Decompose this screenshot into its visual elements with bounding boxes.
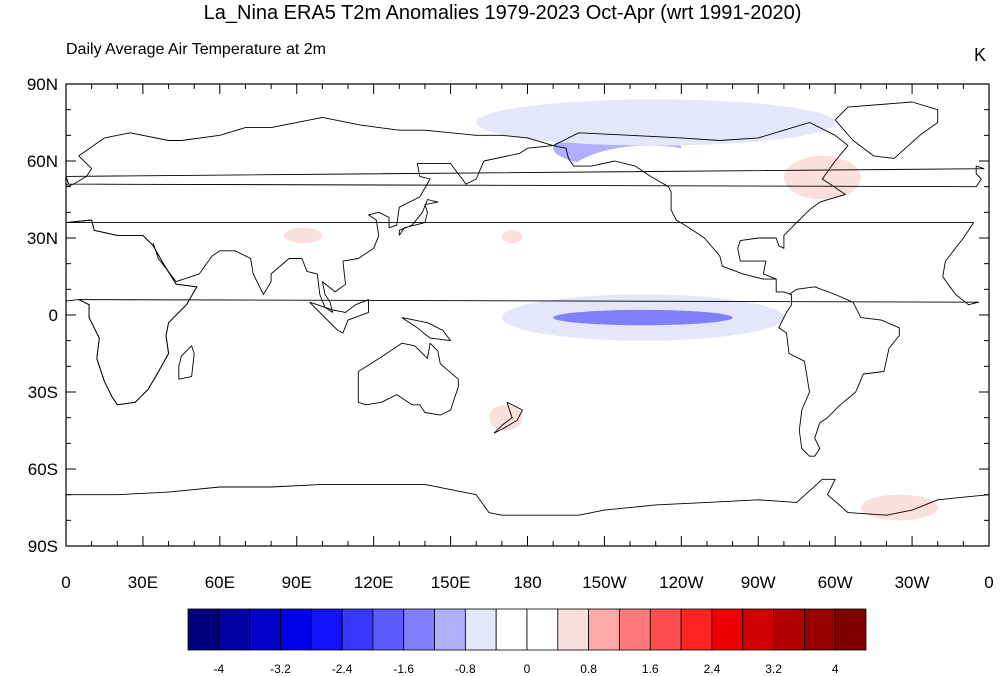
colorbar-box — [557, 608, 590, 651]
colorbar-box — [680, 608, 713, 651]
colorbar-box — [341, 608, 374, 651]
colorbar-box — [434, 608, 466, 651]
anomaly-region-central-asia — [219, 135, 374, 213]
map-title: La_Nina ERA5 T2m Anomalies 1979-2023 Oct… — [203, 2, 802, 24]
anomaly-region-australia — [360, 353, 438, 405]
coastline-europe-asia-north — [66, 116, 554, 188]
lat-tick-label: 60S — [28, 460, 58, 479]
colorbar-label: 2.4 — [704, 662, 721, 676]
units-label: K — [974, 45, 987, 65]
coastline-antarctica — [66, 478, 989, 516]
lat-tick-label: 60N — [27, 152, 58, 171]
lon-tick-label: 150W — [582, 573, 626, 592]
colorbar-box — [187, 608, 220, 651]
colorbar-labels: -4 -3.2 -2.4 -1.6 -0.8 0 0.8 1.6 2.4 3.2 4 — [213, 662, 838, 676]
lat-tick-label: 90S — [28, 537, 58, 556]
colorbar-box — [619, 608, 651, 651]
colorbar-box — [218, 608, 251, 651]
colorbar-box — [588, 608, 620, 651]
lon-tick-label: 90E — [282, 573, 312, 592]
lat-tick-label: 90N — [27, 75, 58, 94]
colorbar-label: -3.2 — [270, 662, 291, 676]
colorbar-box — [249, 608, 281, 651]
coastline-borneo-sumatra — [309, 299, 369, 334]
lat-tick-label: 30S — [28, 383, 58, 402]
coastline-new-guinea — [401, 317, 452, 342]
lon-tick-label: 0 — [61, 573, 70, 592]
colorbar-label: -4 — [213, 662, 224, 676]
colorbar-box — [464, 608, 497, 651]
colorbar-box — [403, 608, 435, 651]
colorbar-box — [280, 608, 312, 651]
colorbar-label: 0 — [524, 662, 531, 676]
lon-tick-label: 30E — [128, 573, 158, 592]
lon-tick-label: 150E — [431, 573, 471, 592]
colorbar-box — [495, 608, 528, 651]
anomaly-region-equatorial-pacific-core — [553, 309, 733, 326]
lat-tick-label: 0 — [49, 306, 58, 325]
colorbar-box — [773, 608, 805, 651]
anomaly-region-tibet — [283, 227, 323, 244]
colorbar-label: 1.6 — [642, 662, 659, 676]
lon-tick-label: 0 — [984, 573, 993, 592]
colorbar-box — [834, 608, 867, 651]
colorbar-box — [649, 608, 682, 651]
coastline-west-americas — [553, 145, 777, 280]
colorbar-label: -1.6 — [393, 662, 414, 676]
lon-tick-label: 120W — [659, 573, 703, 592]
lon-tick-label: 180 — [513, 573, 541, 592]
anomaly-region-arctic-north — [476, 99, 836, 146]
colorbar-box — [742, 608, 774, 651]
colorbar-box — [310, 608, 343, 651]
lon-tick-label: 60W — [818, 573, 853, 592]
anomaly-fill-layer — [104, 99, 938, 521]
colorbar-label: -2.4 — [332, 662, 353, 676]
coastline-arabia-india-asia-south — [152, 145, 554, 313]
lon-tick-label: 90W — [741, 573, 776, 592]
lon-tick-label: 120E — [354, 573, 394, 592]
anomaly-region-southern-africa — [104, 327, 156, 392]
coastline-layer — [66, 101, 989, 516]
map-subtitle: Daily Average Air Temperature at 2m — [66, 41, 326, 58]
anomaly-region-new-zealand — [489, 404, 523, 431]
coastline-north-america — [552, 122, 900, 457]
colorbar-label: 0.8 — [580, 662, 597, 676]
coastline-new-zealand — [493, 401, 523, 434]
lon-tick-label: 60E — [205, 573, 235, 592]
colorbar-box — [803, 608, 836, 651]
anomaly-region-western-north-america — [565, 145, 733, 213]
coastline-madagascar — [178, 345, 195, 380]
coastline-africa-eurasia-wrap — [66, 219, 198, 406]
colorbar-box — [526, 608, 559, 651]
lon-tick-label: 30W — [895, 573, 930, 592]
colorbar-label: -0.8 — [455, 662, 476, 676]
colorbar — [187, 608, 867, 651]
coastline-greenland — [834, 101, 939, 159]
colorbar-box — [711, 608, 744, 651]
anomaly-region-weddell-sea-antarctica — [860, 494, 938, 521]
colorbar-label: 4 — [832, 662, 839, 676]
coastline-uk-wrap — [66, 175, 70, 185]
anomaly-region-southern-ocean-pacific — [514, 430, 695, 511]
colorbar-label: 3.2 — [765, 662, 782, 676]
anomaly-region-eastern-canada — [783, 155, 861, 200]
axis-ticks — [65, 83, 990, 547]
colorbar-box — [372, 608, 405, 651]
coastline-japan — [398, 199, 439, 236]
lat-tick-label: 30N — [27, 229, 58, 248]
anomaly-region-central-pacific-north — [501, 230, 523, 244]
coastline-australia — [357, 342, 459, 416]
